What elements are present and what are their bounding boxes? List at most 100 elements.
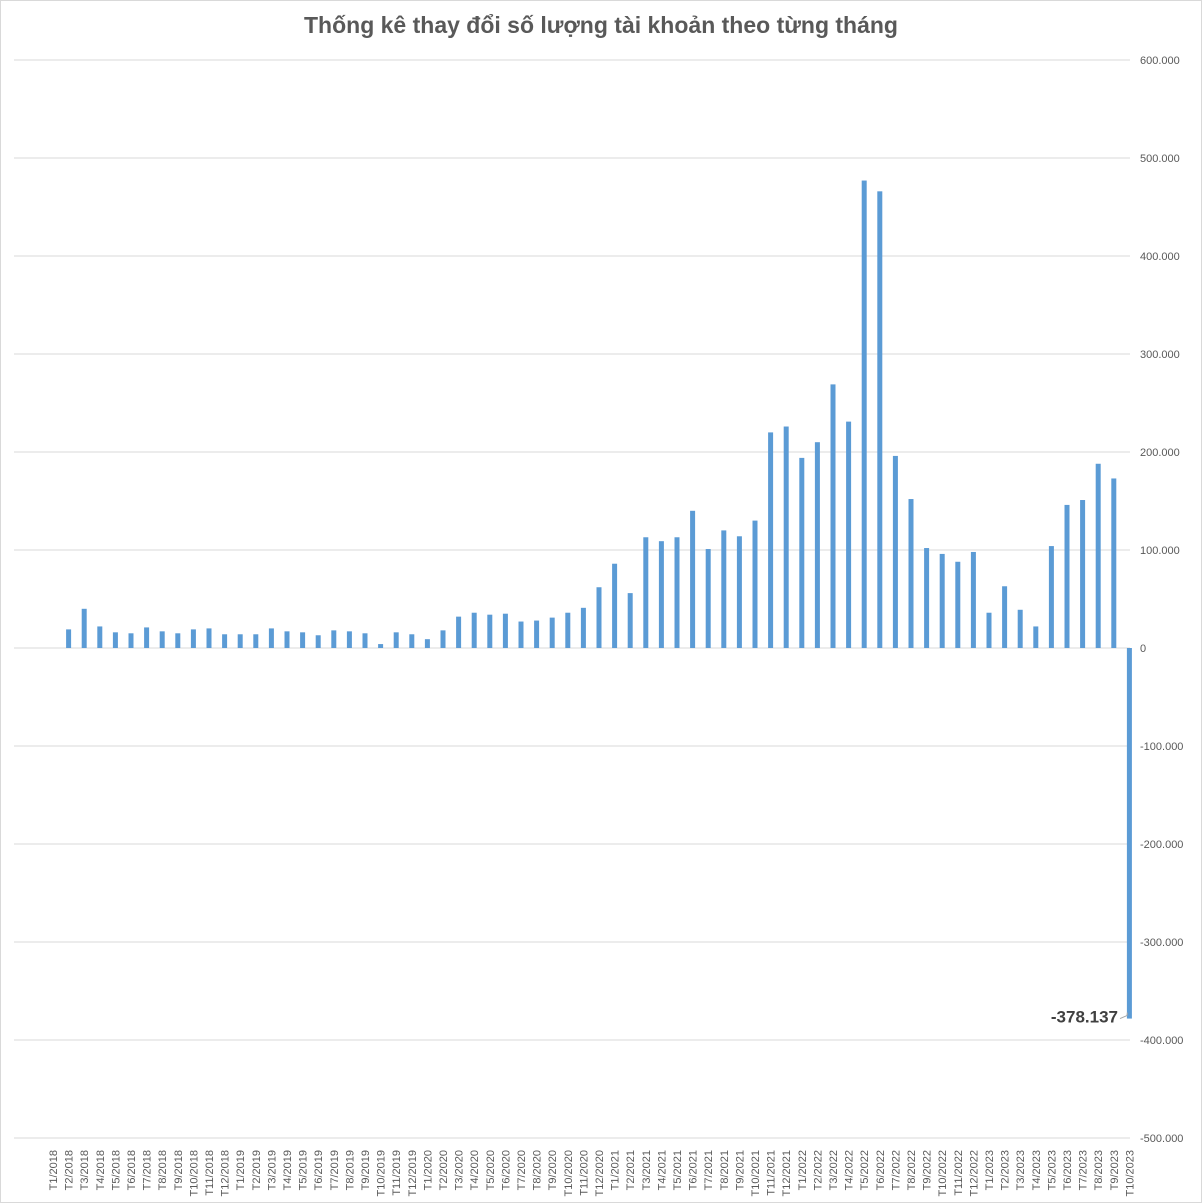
x-tick-label: T7/2021 bbox=[703, 1150, 715, 1190]
x-tick-label: T5/2019 bbox=[298, 1150, 310, 1190]
x-tick-label: T2/2023 bbox=[1000, 1150, 1012, 1190]
x-tick-label: T6/2020 bbox=[500, 1150, 512, 1190]
bar bbox=[331, 630, 337, 648]
x-tick-label: T9/2020 bbox=[547, 1150, 559, 1190]
y-tick-label: -300.000 bbox=[1140, 937, 1183, 949]
y-tick-label: 100.000 bbox=[1140, 545, 1180, 557]
x-tick-label: T2/2019 bbox=[251, 1150, 263, 1190]
x-tick-label: T9/2019 bbox=[360, 1150, 372, 1190]
x-tick-label: T11/2018 bbox=[204, 1150, 216, 1196]
bar bbox=[315, 635, 321, 648]
x-tick-label: T5/2018 bbox=[110, 1150, 122, 1190]
bar bbox=[752, 520, 758, 648]
x-tick-label: T7/2023 bbox=[1078, 1150, 1090, 1190]
x-tick-label: T7/2022 bbox=[890, 1150, 902, 1190]
x-tick-label: T10/2021 bbox=[750, 1150, 762, 1196]
bar bbox=[206, 628, 212, 648]
bar bbox=[799, 457, 805, 648]
x-tick-label: T6/2018 bbox=[126, 1150, 138, 1190]
x-tick-label: T5/2023 bbox=[1046, 1150, 1058, 1190]
x-tick-label: T12/2018 bbox=[220, 1150, 232, 1196]
bar bbox=[362, 633, 368, 648]
x-tick-label: T6/2022 bbox=[875, 1150, 887, 1190]
x-tick-label: T2/2020 bbox=[438, 1150, 450, 1190]
bar bbox=[596, 587, 602, 648]
bar bbox=[144, 627, 150, 648]
x-tick-label: T3/2021 bbox=[641, 1150, 653, 1190]
bar bbox=[424, 639, 430, 648]
bar bbox=[627, 593, 633, 648]
bar bbox=[970, 551, 976, 648]
x-tick-label: T10/2018 bbox=[188, 1150, 200, 1196]
annotation-leader-line bbox=[1119, 1012, 1128, 1020]
bar bbox=[1064, 504, 1070, 648]
x-tick-label: T2/2022 bbox=[812, 1150, 824, 1190]
x-tick-label: T8/2020 bbox=[532, 1150, 544, 1190]
x-tick-label: T3/2023 bbox=[1015, 1150, 1027, 1190]
bar bbox=[721, 530, 727, 648]
bar bbox=[768, 432, 774, 648]
bar bbox=[736, 536, 742, 648]
y-tick-label: 400.000 bbox=[1140, 251, 1180, 263]
y-tick-label: 0 bbox=[1140, 643, 1146, 655]
x-tick-label: T8/2018 bbox=[157, 1150, 169, 1190]
x-tick-label: T7/2019 bbox=[329, 1150, 341, 1190]
bar bbox=[643, 537, 649, 648]
x-tick-label: T12/2019 bbox=[407, 1150, 419, 1196]
x-tick-label: T12/2020 bbox=[594, 1150, 606, 1196]
x-tick-label: T3/2022 bbox=[828, 1150, 840, 1190]
x-tick-label: T10/2022 bbox=[937, 1150, 949, 1196]
x-tick-label: T5/2020 bbox=[485, 1150, 497, 1190]
bar bbox=[300, 632, 306, 648]
bar bbox=[690, 510, 696, 648]
bar bbox=[565, 612, 571, 648]
bar bbox=[1111, 478, 1117, 648]
bar bbox=[284, 631, 290, 648]
bar bbox=[877, 191, 883, 648]
x-tick-label: T3/2020 bbox=[454, 1150, 466, 1190]
x-tick-label: T10/2023 bbox=[1124, 1150, 1136, 1196]
y-tick-label: 300.000 bbox=[1140, 349, 1180, 361]
bar bbox=[66, 629, 72, 648]
bar bbox=[1048, 546, 1054, 648]
x-tick-label: T6/2019 bbox=[313, 1150, 325, 1190]
x-tick-label: T1/2021 bbox=[610, 1150, 622, 1190]
x-tick-label: T10/2020 bbox=[563, 1150, 575, 1196]
x-tick-label: T9/2022 bbox=[922, 1150, 934, 1190]
x-tick-label: T4/2018 bbox=[95, 1150, 107, 1190]
bar bbox=[1017, 609, 1023, 648]
bar bbox=[409, 634, 415, 648]
x-tick-label: T12/2022 bbox=[968, 1150, 980, 1196]
x-tick-label: T1/2023 bbox=[984, 1150, 996, 1190]
x-tick-label: T8/2021 bbox=[719, 1150, 731, 1190]
bar bbox=[908, 499, 914, 648]
x-tick-label: T12/2021 bbox=[781, 1150, 793, 1196]
bar bbox=[346, 631, 352, 648]
bar bbox=[892, 455, 898, 648]
bar bbox=[81, 608, 87, 648]
bar bbox=[814, 442, 820, 648]
x-tick-label: T5/2022 bbox=[859, 1150, 871, 1190]
bar bbox=[190, 629, 196, 648]
bar bbox=[518, 621, 524, 648]
y-tick-label: 200.000 bbox=[1140, 447, 1180, 459]
x-tick-label: T4/2023 bbox=[1031, 1150, 1043, 1190]
x-tick-label: T11/2021 bbox=[766, 1150, 778, 1196]
x-tick-label: T4/2020 bbox=[469, 1150, 481, 1190]
x-tick-label: T4/2019 bbox=[282, 1150, 294, 1190]
x-tick-label: T5/2021 bbox=[672, 1150, 684, 1190]
bar bbox=[440, 630, 446, 648]
x-tick-label: T2/2018 bbox=[64, 1150, 76, 1190]
bar bbox=[268, 628, 274, 648]
y-tick-label: -100.000 bbox=[1140, 741, 1183, 753]
bar bbox=[861, 180, 867, 649]
bar bbox=[846, 421, 852, 648]
bar bbox=[783, 426, 789, 648]
bar bbox=[97, 626, 103, 648]
bar bbox=[612, 563, 618, 648]
y-tick-label: 500.000 bbox=[1140, 153, 1180, 165]
bar bbox=[534, 620, 540, 648]
bar bbox=[1095, 463, 1101, 648]
x-tick-label: T8/2023 bbox=[1093, 1150, 1105, 1190]
